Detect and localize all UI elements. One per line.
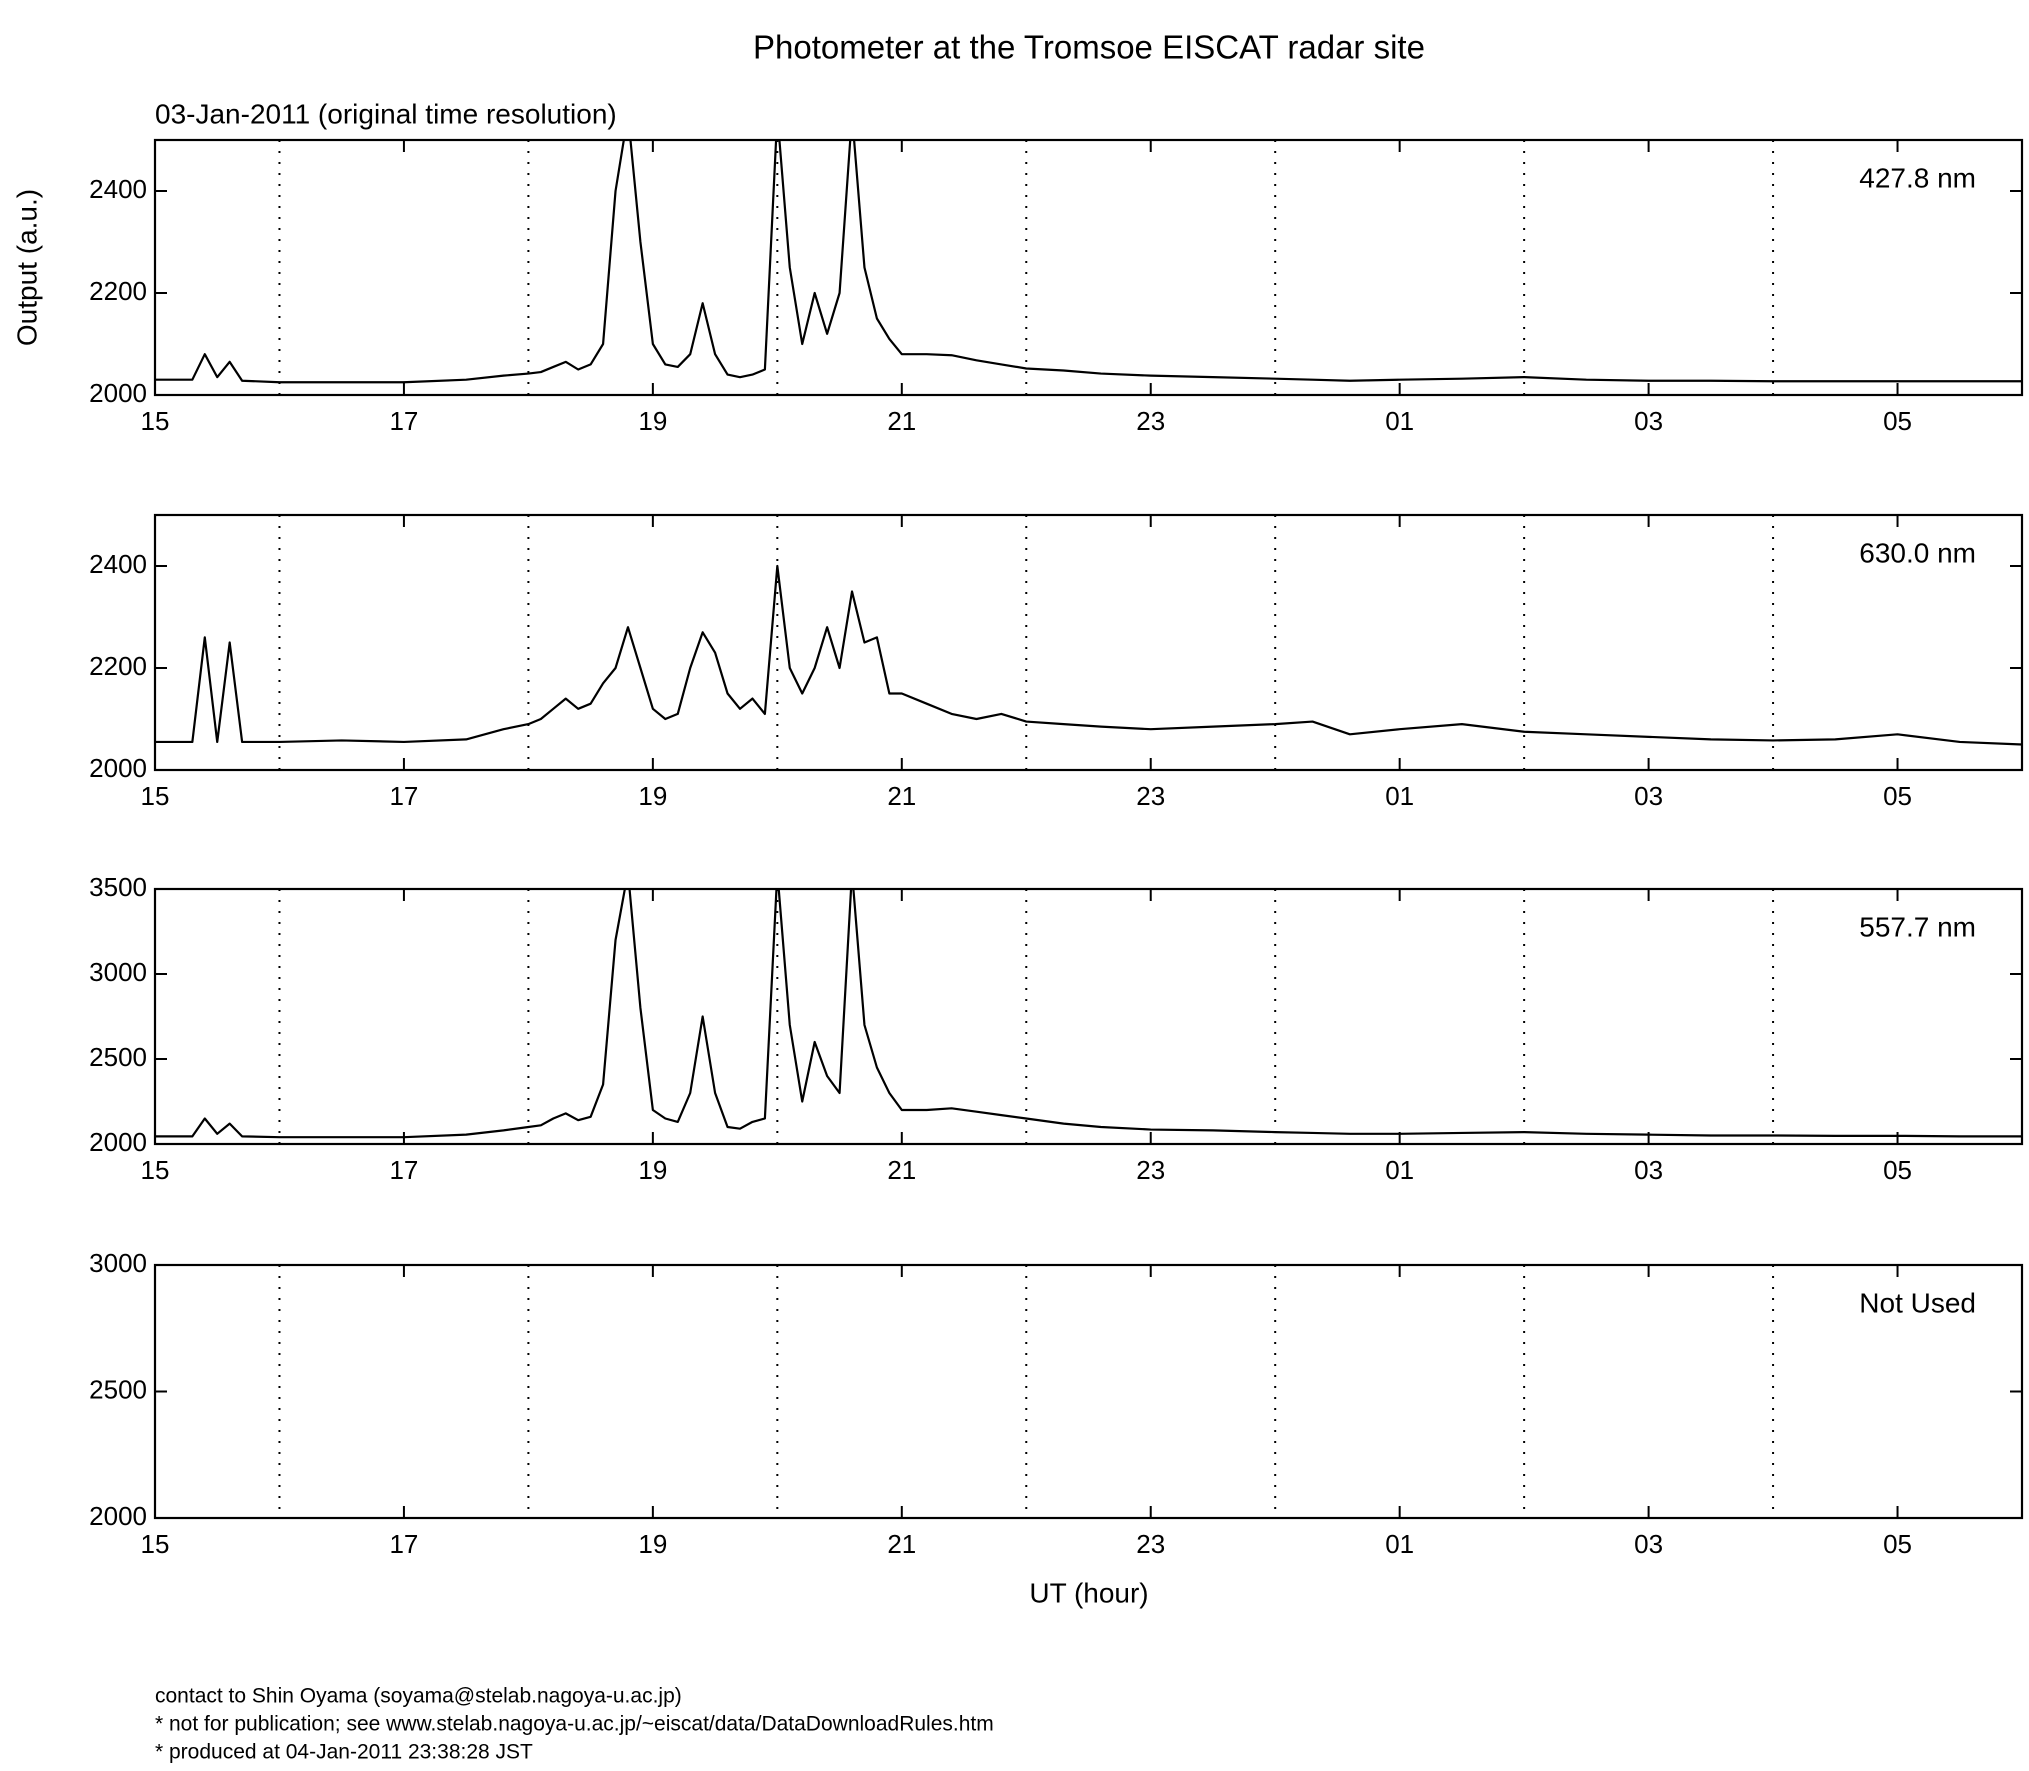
- x-tick-label: 01: [1385, 406, 1414, 436]
- x-tick-label: 01: [1385, 1155, 1414, 1185]
- x-tick-label: 21: [887, 1529, 916, 1559]
- x-tick-label: 17: [389, 1529, 418, 1559]
- x-tick-label: 17: [389, 781, 418, 811]
- x-tick-label: 05: [1883, 406, 1912, 436]
- panel-label: Not Used: [1859, 1287, 1976, 1318]
- x-tick-label: 23: [1136, 406, 1165, 436]
- figure-title: Photometer at the Tromsoe EISCAT radar s…: [753, 29, 1425, 66]
- x-tick-label: 15: [141, 1529, 170, 1559]
- y-axis-label: Output (a.u.): [11, 189, 42, 346]
- data-line: [155, 564, 2022, 746]
- x-tick-label: 03: [1634, 406, 1663, 436]
- x-tick-label: 15: [141, 406, 170, 436]
- x-tick-label: 23: [1136, 781, 1165, 811]
- x-tick-label: 21: [887, 1155, 916, 1185]
- y-tick-label: 3000: [89, 1248, 147, 1278]
- x-tick-label: 23: [1136, 1529, 1165, 1559]
- y-tick-label: 2400: [89, 549, 147, 579]
- x-tick-label: 05: [1883, 1155, 1912, 1185]
- footer-line: contact to Shin Oyama (soyama@stelab.nag…: [155, 1685, 682, 1708]
- footer-line: * not for publication; see www.stelab.na…: [155, 1713, 994, 1736]
- axes-frame: [153, 138, 2024, 397]
- y-tick-label: 2400: [89, 174, 147, 204]
- x-tick-label: 01: [1385, 781, 1414, 811]
- y-tick-label: 2000: [89, 1501, 147, 1531]
- x-tick-label: 01: [1385, 1529, 1414, 1559]
- x-tick-label: 17: [389, 1155, 418, 1185]
- x-tick-label: 19: [638, 1155, 667, 1185]
- panel-label: 630.0 nm: [1859, 537, 1976, 568]
- footer-line: * produced at 04-Jan-2011 23:38:28 JST: [155, 1741, 533, 1764]
- panel-label: 557.7 nm: [1859, 911, 1976, 942]
- x-tick-label: 23: [1136, 1155, 1165, 1185]
- x-tick-label: 15: [141, 1155, 170, 1185]
- x-tick-label: 21: [887, 781, 916, 811]
- axes-frame: [153, 1263, 2024, 1520]
- y-tick-label: 2200: [89, 651, 147, 681]
- panel-label: 427.8 nm: [1859, 162, 1976, 193]
- x-tick-label: 05: [1883, 781, 1912, 811]
- x-tick-label: 03: [1634, 1529, 1663, 1559]
- x-tick-label: 15: [141, 781, 170, 811]
- y-tick-label: 2200: [89, 276, 147, 306]
- y-tick-label: 3000: [89, 957, 147, 987]
- axes-frame: [153, 513, 2024, 772]
- y-tick-label: 2000: [89, 1127, 147, 1157]
- y-tick-label: 3500: [89, 872, 147, 902]
- x-tick-label: 19: [638, 1529, 667, 1559]
- x-tick-label: 19: [638, 781, 667, 811]
- x-tick-label: 19: [638, 406, 667, 436]
- y-tick-label: 2500: [89, 1042, 147, 1072]
- data-line: [155, 889, 2022, 1139]
- x-tick-label: 17: [389, 406, 418, 436]
- y-tick-label: 2000: [89, 378, 147, 408]
- x-tick-label: 03: [1634, 1155, 1663, 1185]
- y-tick-label: 2500: [89, 1374, 147, 1404]
- subtitle: 03-Jan-2011 (original time resolution): [155, 98, 617, 129]
- x-tick-label: 05: [1883, 1529, 1912, 1559]
- x-tick-label: 21: [887, 406, 916, 436]
- x-axis-label: UT (hour): [1029, 1577, 1148, 1608]
- y-tick-label: 2000: [89, 753, 147, 783]
- data-line: [155, 140, 2022, 384]
- x-tick-label: 03: [1634, 781, 1663, 811]
- axes-frame: [153, 887, 2024, 1146]
